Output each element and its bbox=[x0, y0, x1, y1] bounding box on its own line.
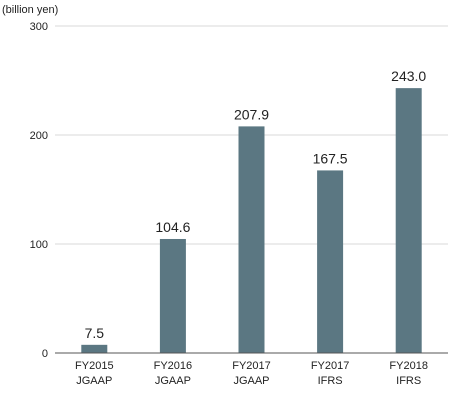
x-category-sublabel: JGAAP bbox=[155, 375, 191, 387]
x-category-label: FY2018 bbox=[389, 360, 428, 372]
x-category-label: FY2016 bbox=[154, 360, 193, 372]
x-category-label: FY2017 bbox=[311, 360, 350, 372]
data-label: 104.6 bbox=[155, 219, 190, 235]
bar bbox=[317, 170, 344, 353]
y-axis-unit-label: (billion yen) bbox=[2, 4, 58, 16]
y-tick-label: 0 bbox=[42, 348, 48, 360]
data-label: 7.5 bbox=[85, 325, 105, 341]
data-label: 207.9 bbox=[234, 106, 269, 122]
bar bbox=[81, 344, 108, 353]
x-category-sublabel: JGAAP bbox=[76, 375, 112, 387]
x-category-sublabel: IFRS bbox=[396, 375, 421, 387]
bar bbox=[159, 238, 186, 353]
x-category-sublabel: IFRS bbox=[318, 375, 343, 387]
data-label: 167.5 bbox=[313, 150, 348, 166]
data-label: 243.0 bbox=[391, 68, 426, 84]
x-category-label: FY2017 bbox=[232, 360, 271, 372]
y-tick-label: 300 bbox=[30, 21, 48, 33]
y-tick-label: 200 bbox=[30, 130, 48, 142]
x-category-sublabel: JGAAP bbox=[233, 375, 269, 387]
bar bbox=[238, 126, 265, 353]
y-tick-label: 100 bbox=[30, 239, 48, 251]
x-category-label: FY2015 bbox=[75, 360, 114, 372]
bar bbox=[395, 88, 422, 353]
